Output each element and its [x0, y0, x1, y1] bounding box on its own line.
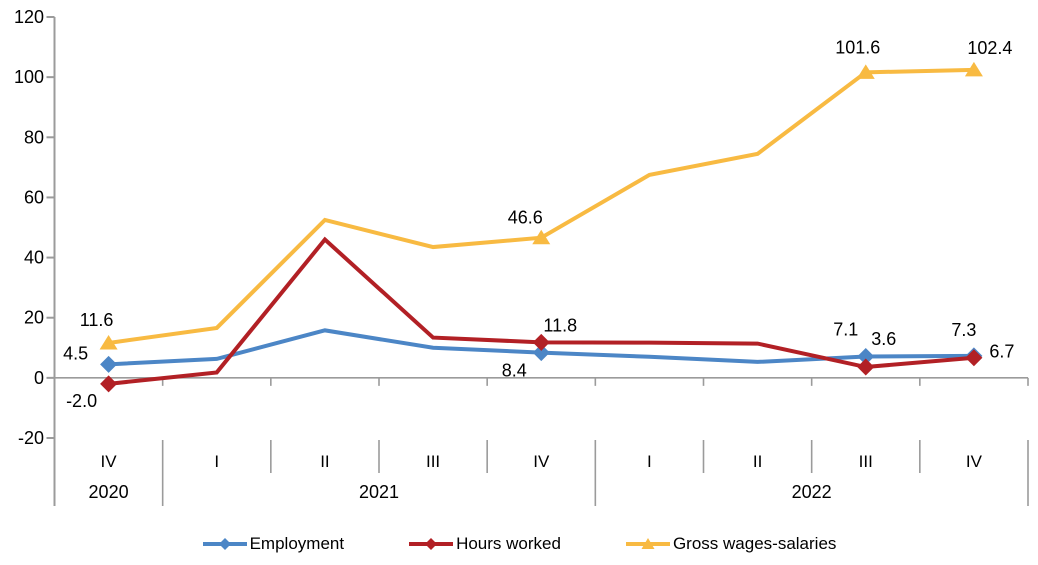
legend: Employment Hours worked Gross wages-salari…	[0, 522, 1038, 565]
series-marker-employment	[100, 355, 118, 373]
data-label: 7.1	[833, 320, 858, 340]
x-axis-quarter-label: IV	[533, 452, 550, 471]
legend-item-hours-worked: Hours worked	[408, 534, 561, 554]
y-axis-tick-label: 100	[14, 67, 44, 87]
series-marker-employment	[532, 344, 550, 362]
y-axis-tick-label: 20	[24, 308, 44, 328]
x-axis-quarter-label: III	[426, 452, 440, 471]
x-axis-year-label: 2021	[359, 482, 399, 502]
diamond-legend-swatch-icon	[202, 537, 247, 550]
y-axis-tick-label: 60	[24, 187, 44, 207]
y-axis-tick-label: 80	[24, 127, 44, 147]
legend-item-employment: Employment	[202, 534, 344, 554]
data-label: 11.8	[543, 315, 577, 335]
y-axis-tick-label: 120	[14, 7, 44, 27]
series-marker-gross-wages-salaries	[532, 229, 551, 245]
x-axis-year-label: 2022	[792, 482, 832, 502]
legend-label: Employment	[249, 533, 345, 553]
series-marker-gross-wages-salaries	[99, 334, 118, 350]
data-label: 4.5	[63, 343, 88, 363]
x-axis-quarter-label: III	[859, 452, 873, 471]
legend-label: Gross wages-salaries	[672, 533, 837, 553]
y-axis-tick-label: 0	[34, 368, 44, 388]
series-line-gross-wages-salaries	[108, 67, 974, 345]
series-marker-gross-wages-salaries	[964, 61, 983, 77]
x-axis-quarter-label: IV	[966, 452, 983, 471]
data-label: 7.3	[951, 320, 976, 340]
series-marker-hours-worked	[532, 333, 550, 351]
data-label: 6.7	[989, 342, 1014, 362]
series-line-hours-worked	[108, 236, 975, 386]
series-marker-hours-worked	[965, 349, 983, 367]
data-label: 102.4	[967, 38, 1012, 58]
x-axis-quarter-label: IV	[101, 452, 118, 471]
series-marker-hours-worked	[857, 358, 875, 376]
series-marker-gross-wages-salaries	[856, 64, 875, 79]
data-label: 8.4	[502, 361, 527, 381]
diamond-legend-swatch-icon	[409, 537, 454, 550]
triangle-legend-swatch-icon	[625, 537, 670, 549]
y-axis-tick-label: -20	[18, 428, 44, 448]
x-axis-quarter-label: II	[320, 452, 329, 471]
legend-label: Hours worked	[456, 533, 561, 553]
data-label: 46.6	[508, 208, 543, 228]
series-marker-hours-worked	[100, 375, 118, 393]
x-axis-quarter-label: I	[214, 452, 219, 471]
x-axis-quarter-label: I	[647, 452, 652, 471]
x-axis-year-label: 2020	[89, 482, 129, 502]
data-label: -2.0	[66, 391, 97, 411]
series-marker-employment	[857, 348, 875, 366]
legend-item-gross-wages-salaries: Gross wages-salaries	[625, 534, 836, 554]
y-axis-tick-label: 40	[24, 248, 44, 268]
data-label: 101.6	[835, 37, 880, 57]
data-label: 11.6	[80, 310, 114, 330]
data-label: 3.6	[871, 329, 896, 349]
x-axis-quarter-label: II	[753, 452, 762, 471]
